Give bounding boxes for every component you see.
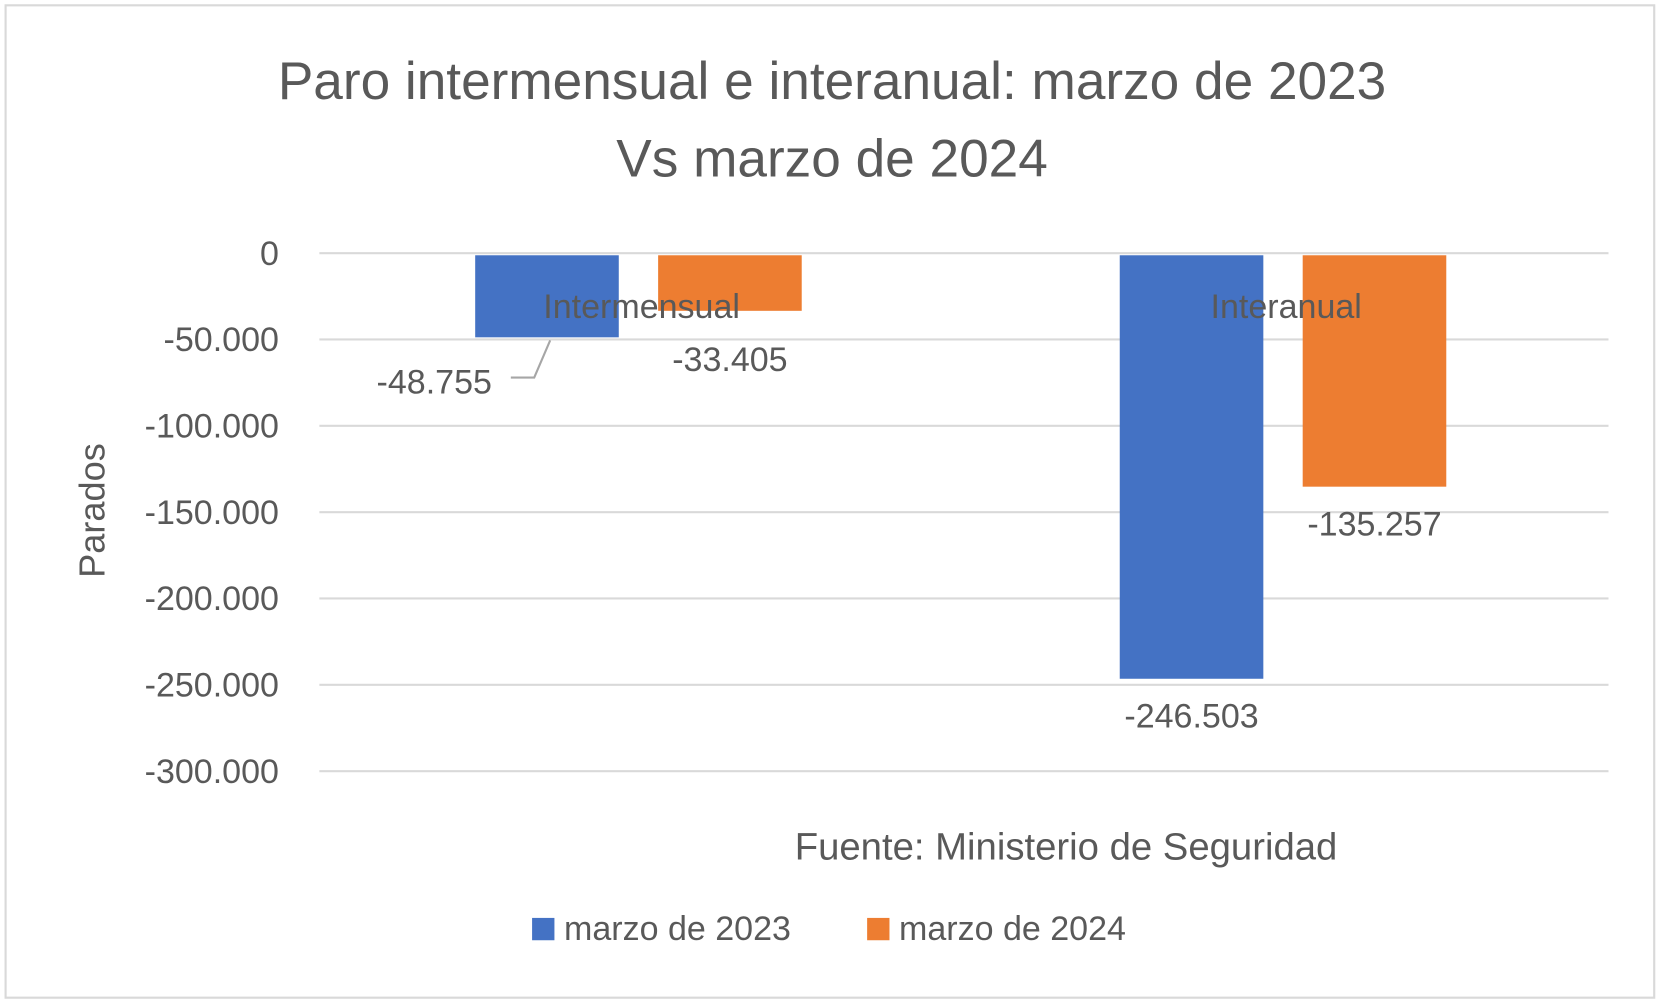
bars xyxy=(475,255,1447,679)
data-label: -135.257 xyxy=(1307,506,1441,544)
category-label: Intermensual xyxy=(543,288,740,326)
chart-title-line1: Paro intermensual e interanual: marzo de… xyxy=(278,52,1386,111)
data-label: -33.405 xyxy=(672,341,787,379)
y-tick-label: 0 xyxy=(260,235,279,273)
data-label: -246.503 xyxy=(1124,698,1258,736)
bar-marzo-de-2023-intermensual xyxy=(475,255,619,338)
y-tick-label: -150.000 xyxy=(145,494,279,532)
legend: marzo de 2023 marzo de 2024 xyxy=(532,910,1126,948)
legend-label-2023: marzo de 2023 xyxy=(564,910,791,948)
legend-swatch-2024 xyxy=(867,917,890,941)
legend-label-2024: marzo de 2024 xyxy=(899,910,1126,948)
leader-line xyxy=(510,339,552,379)
chart-title-line2: Vs marzo de 2024 xyxy=(616,130,1048,189)
y-tick-label: -50.000 xyxy=(164,321,279,359)
y-axis-ticks: 0 -50.000 -100.000 -150.000 -200.000 -250.000… xyxy=(145,235,279,791)
bar-marzo-de-2024-intermensual xyxy=(658,255,802,311)
chart-border xyxy=(4,4,1656,999)
bar-marzo-de-2024-interanual xyxy=(1302,255,1447,487)
y-tick-label: -200.000 xyxy=(145,580,279,618)
y-axis-label: Parados xyxy=(72,443,113,578)
source-note: Fuente: Ministerio de Seguridad xyxy=(795,825,1338,868)
category-labels: Intermensual Interanual xyxy=(543,288,1362,326)
y-tick-label: -250.000 xyxy=(145,666,279,704)
data-label: -48.755 xyxy=(377,364,492,402)
y-tick-label: -300.000 xyxy=(145,753,279,791)
y-tick-label: -100.000 xyxy=(145,408,279,446)
legend-swatch-2023 xyxy=(532,917,555,941)
category-label: Interanual xyxy=(1211,288,1362,326)
bar-marzo-de-2023-interanual xyxy=(1119,255,1264,679)
data-labels: -48.755 -33.405 -246.503 -135.257 xyxy=(377,339,1442,736)
